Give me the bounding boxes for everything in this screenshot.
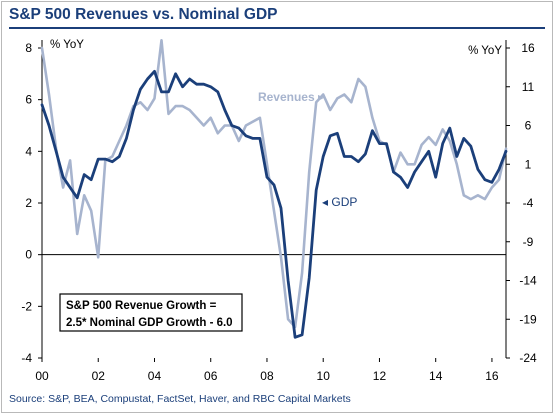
- right-tick-label: -24: [519, 351, 537, 365]
- title-rule: [9, 27, 545, 29]
- left-tick-label: -4: [21, 351, 32, 365]
- right-tick-label: 1: [525, 157, 532, 171]
- x-tick-label: 00: [35, 369, 49, 383]
- revenues-series-line: [40, 38, 508, 329]
- left-tick-label: 2: [25, 196, 32, 210]
- right-tick-label: 16: [521, 41, 535, 55]
- source-note: Source: S&P, BEA, Compustat, FactSet, Ha…: [9, 393, 351, 405]
- gdp-series-label: ◂ GDP: [322, 195, 357, 209]
- x-tick-label: 06: [204, 369, 218, 383]
- x-tick-label: 02: [92, 369, 106, 383]
- x-tick-label: 04: [148, 369, 162, 383]
- left-tick-label: -2: [21, 299, 32, 313]
- x-tick-label: 14: [429, 369, 443, 383]
- left-tick-label: 0: [25, 248, 32, 262]
- revenues-series-label: Revenues ▸: [258, 90, 324, 104]
- x-tick-label: 08: [260, 369, 274, 383]
- x-tick-label: 16: [485, 369, 499, 383]
- right-tick-label: 11: [522, 80, 535, 94]
- left-axis-label: % YoY: [50, 39, 84, 51]
- left-tick-label: 4: [25, 144, 32, 158]
- right-tick-label: -4: [523, 196, 534, 210]
- right-tick-label: -9: [523, 235, 534, 249]
- x-tick-label: 12: [373, 369, 387, 383]
- formula-box: [59, 293, 243, 332]
- right-axis-label: % YoY: [468, 45, 502, 57]
- formula-line-1: S&P 500 Revenue Growth =: [66, 300, 217, 312]
- chart-svg: 8 6 4 2 0 -2 -4 % YoY 16 11 6 1 -4 -9 -14 -19 -24 % YoY 00…: [21, 38, 537, 383]
- chart-title: S&P 500 Revenues vs. Nominal GDP: [9, 6, 278, 23]
- left-tick-label: 6: [25, 93, 32, 107]
- x-tick-label: 10: [317, 369, 331, 383]
- right-tick-label: -19: [519, 312, 537, 326]
- formula-line-2: 2.5* Nominal GDP Growth - 6.0: [66, 317, 233, 329]
- right-tick-label: -14: [519, 274, 537, 288]
- right-tick-label: 6: [525, 119, 532, 133]
- gdp-series-line: [40, 69, 508, 339]
- left-tick-label: 8: [25, 41, 32, 55]
